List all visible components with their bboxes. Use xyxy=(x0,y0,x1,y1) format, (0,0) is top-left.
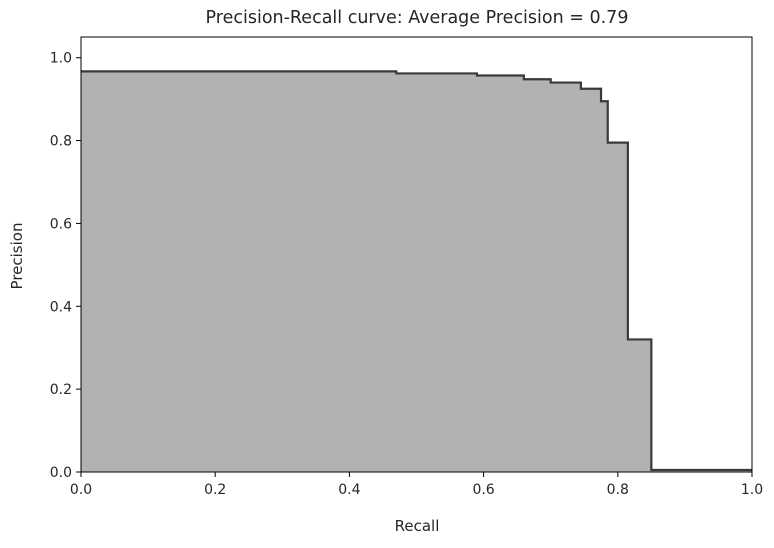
x-tick-label: 0.2 xyxy=(204,482,226,498)
x-tick-label: 0.4 xyxy=(338,482,360,498)
precision-recall-line xyxy=(81,70,752,472)
y-axis: 0.0 0.2 0.4 0.6 0.8 1.0 xyxy=(50,51,81,481)
x-tick-label: 0.6 xyxy=(472,482,494,498)
precision-area xyxy=(81,71,752,472)
y-tick-label: 0.8 xyxy=(50,134,72,150)
x-axis-label: Recall xyxy=(395,517,440,535)
x-tick-label: 1.0 xyxy=(741,482,763,498)
y-tick-label: 0.2 xyxy=(50,382,72,398)
plot-frame xyxy=(80,36,753,473)
plot-area xyxy=(80,36,753,473)
x-axis: 0.0 0.2 0.4 0.6 0.8 1.0 xyxy=(70,472,763,498)
x-tick-label: 0.0 xyxy=(70,482,92,498)
chart-title: Precision-Recall curve: Average Precisio… xyxy=(206,8,629,28)
x-tick-label: 0.8 xyxy=(607,482,629,498)
y-tick-label: 0.6 xyxy=(50,216,72,232)
y-tick-label: 0.4 xyxy=(50,299,72,315)
y-axis-label: Precision xyxy=(8,223,26,290)
y-tick-label: 0.0 xyxy=(50,465,72,481)
y-tick-label: 1.0 xyxy=(50,51,72,67)
